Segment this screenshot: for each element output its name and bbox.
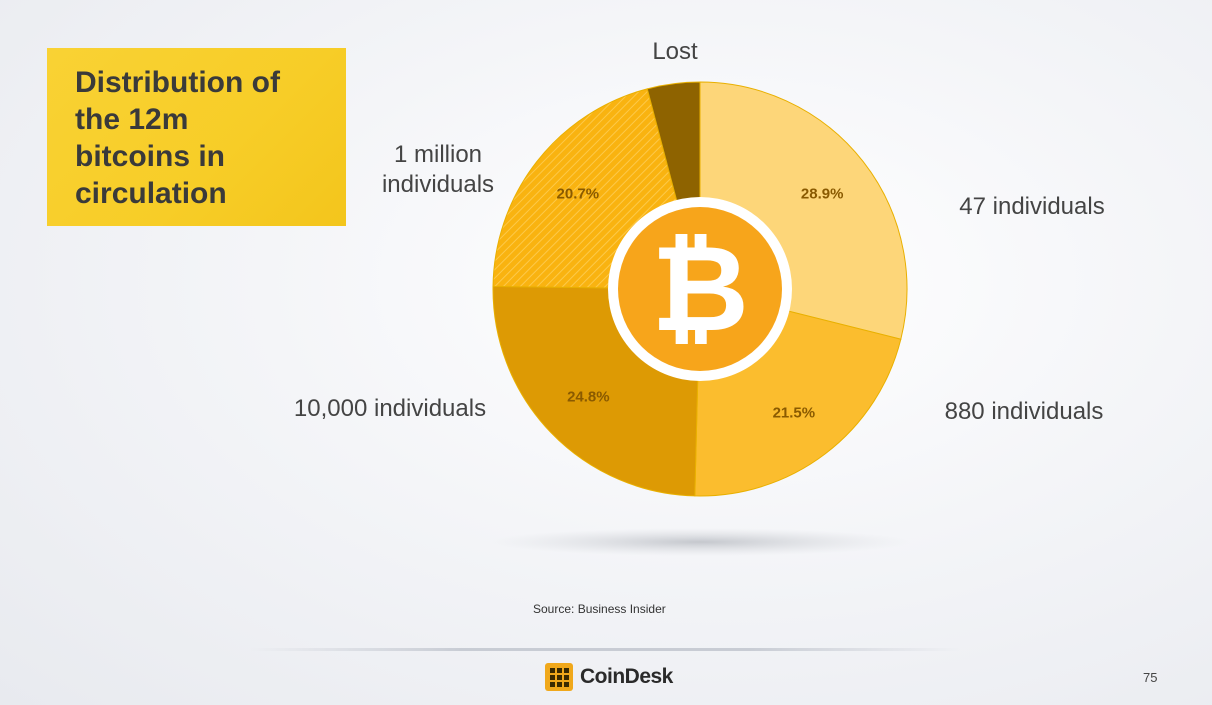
pie-category-label: 1 million individuals bbox=[382, 141, 494, 198]
source-note: Source: Business Insider bbox=[533, 602, 666, 616]
page-number: 75 bbox=[1143, 670, 1158, 685]
pie-value-labels: 28.9% 21.5% 24.8% 20.7% bbox=[557, 186, 844, 422]
pie-value-label: 20.7% bbox=[557, 186, 600, 203]
chart-title: Distribution of the 12m bitcoins in circ… bbox=[75, 66, 280, 210]
pie-value-label: 24.8% bbox=[567, 389, 610, 406]
pie-shadow bbox=[490, 528, 910, 556]
pie-category-labels: 47 individuals 880 individuals 10,000 indi… bbox=[294, 38, 1105, 425]
bitcoin-logo-icon: ₿ bbox=[608, 197, 792, 381]
svg-text:₿: ₿ bbox=[651, 220, 749, 359]
footer-divider bbox=[250, 648, 960, 651]
pie-category-label: 47 individuals bbox=[959, 193, 1104, 220]
brand-name: CoinDesk bbox=[580, 665, 673, 688]
title-box: Distribution of the 12m bitcoins in circ… bbox=[47, 48, 346, 226]
pie-category-label: 10,000 individuals bbox=[294, 395, 486, 422]
pie-value-label: 21.5% bbox=[773, 404, 816, 421]
pie-value-label: 28.9% bbox=[801, 186, 844, 203]
coindesk-logo-icon bbox=[545, 663, 573, 691]
pie-category-label: Lost bbox=[652, 38, 698, 65]
pie-category-label: 880 individuals bbox=[945, 398, 1104, 425]
coindesk-logo: CoinDesk bbox=[545, 662, 673, 692]
